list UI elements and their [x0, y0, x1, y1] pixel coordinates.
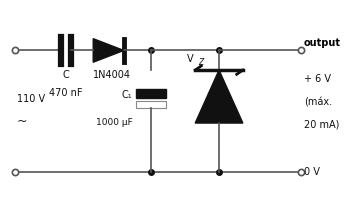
Text: 110 V: 110 V	[17, 94, 45, 104]
Text: output: output	[304, 38, 341, 49]
Text: ~: ~	[17, 115, 27, 128]
Bar	[136, 101, 166, 108]
Text: 470 nF: 470 nF	[49, 88, 83, 98]
Text: 20 mA): 20 mA)	[304, 119, 340, 129]
Text: Z: Z	[198, 58, 204, 67]
Bar	[136, 89, 166, 98]
Text: 0 V: 0 V	[304, 167, 320, 177]
Text: C₁: C₁	[122, 90, 132, 100]
Text: (máx.: (máx.	[304, 98, 332, 107]
Text: C: C	[63, 70, 69, 80]
Text: V: V	[187, 54, 194, 64]
Polygon shape	[195, 70, 243, 123]
Polygon shape	[93, 39, 124, 62]
Text: + 6 V: + 6 V	[304, 74, 331, 84]
Text: 1000 μF: 1000 μF	[96, 118, 132, 127]
Text: 1N4004: 1N4004	[93, 70, 131, 80]
